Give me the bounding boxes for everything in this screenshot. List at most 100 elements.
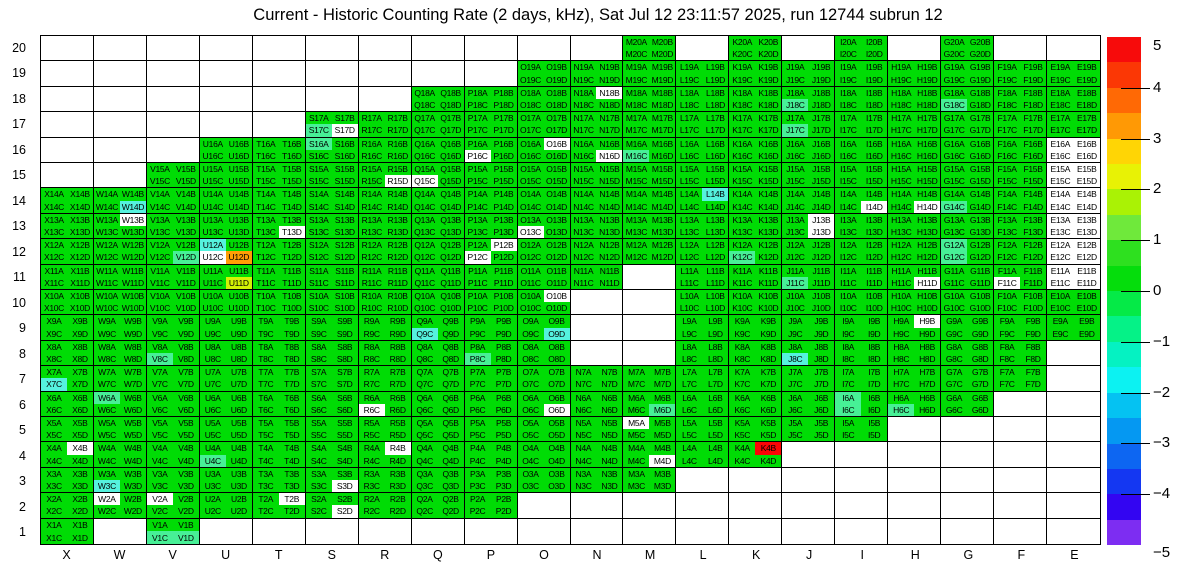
grid-cell-N18: N18AN18BN18CN18D	[571, 87, 624, 112]
bin-H12C: H12C	[888, 251, 914, 263]
bin-F10D: F10D	[1020, 302, 1046, 314]
bin-U9A: U9A	[200, 315, 226, 327]
bin-T7A: T7A	[253, 366, 279, 378]
grid-cell-K2	[729, 493, 782, 518]
bin-Q4A: Q4A	[412, 442, 438, 454]
grid-cell-F18: F18AF18BF18CF18D	[994, 87, 1047, 112]
bin-O13C: O13C	[518, 226, 544, 238]
bin-X12C: X12C	[41, 251, 67, 263]
grid-cell-X16	[41, 138, 94, 163]
grid-cell-V13: V13AV13BV13CV13D	[147, 214, 200, 239]
bin-G9D: G9D	[967, 328, 993, 340]
grid-cell-R8: R8AR8BR8CR8D	[359, 341, 412, 366]
bin-R12D: R12D	[385, 251, 411, 263]
grid-cell-X15	[41, 163, 94, 188]
bin-R13C: R13C	[359, 226, 385, 238]
grid-cell-M9	[623, 315, 676, 340]
bin-E17A: E17A	[1047, 112, 1073, 124]
bin-U7A: U7A	[200, 366, 226, 378]
bin-L15D: L15D	[702, 175, 728, 187]
bin-O3B: O3B	[544, 468, 570, 480]
bin-O12C: O12C	[518, 251, 544, 263]
bin-W13B: W13B	[120, 214, 146, 226]
grid-cell-M18: M18AM18BM18CM18D	[623, 87, 676, 112]
bin-M17A: M17A	[623, 112, 649, 124]
bin-N3D: N3D	[596, 480, 622, 492]
grid-cell-S12: S12AS12BS12CS12D	[306, 239, 359, 264]
bin-Q9A: Q9A	[412, 315, 438, 327]
bin-O18C: O18C	[518, 99, 544, 111]
bin-I6C: I6C	[835, 404, 861, 416]
bin-G10B: G10B	[967, 290, 993, 302]
bin-Q12D: Q12D	[438, 251, 464, 263]
bin-X12D: X12D	[67, 251, 93, 263]
grid-cell-M17: M17AM17BM17CM17D	[623, 112, 676, 137]
bin-W3C: W3C	[94, 480, 120, 492]
bin-F8A: F8A	[994, 341, 1020, 353]
bin-W2A: W2A	[94, 493, 120, 505]
bin-K20D: K20D	[755, 48, 781, 60]
grid-cell-M19: M19AM19BM19CM19D	[623, 61, 676, 86]
bin-G13C: G13C	[941, 226, 967, 238]
grid-cell-R12: R12AR12BR12CR12D	[359, 239, 412, 264]
bin-L14C: L14C	[676, 201, 702, 213]
bin-V10D: V10D	[173, 302, 199, 314]
bin-N11C: N11C	[571, 277, 597, 289]
bin-V1C: V1C	[147, 531, 173, 544]
bin-J11D: J11D	[808, 277, 834, 289]
grid-cell-V4: V4AV4BV4CV4D	[147, 442, 200, 467]
grid-cell-S9: S9AS9BS9CS9D	[306, 315, 359, 340]
bin-O12B: O12B	[544, 239, 570, 251]
bin-N13A: N13A	[571, 214, 597, 226]
bin-U15B: U15B	[226, 163, 252, 175]
bin-M5A: M5A	[623, 417, 649, 429]
bin-E12D: E12D	[1074, 251, 1100, 263]
grid-cell-N6: N6AN6BN6CN6D	[571, 392, 624, 417]
bin-E13C: E13C	[1047, 226, 1073, 238]
grid-cell-K10: K10AK10BK10CK10D	[729, 290, 782, 315]
bin-W8C: W8C	[94, 353, 120, 365]
bin-V7B: V7B	[173, 366, 199, 378]
bin-T5A: T5A	[253, 417, 279, 429]
grid-cell-S20	[306, 36, 359, 61]
bin-R11A: R11A	[359, 265, 385, 277]
bin-T11D: T11D	[279, 277, 305, 289]
bin-Q7C: Q7C	[412, 378, 438, 390]
bin-E10D: E10D	[1074, 302, 1100, 314]
bin-X11C: X11C	[41, 277, 67, 289]
grid-cell-H19: H19AH19BH19CH19D	[888, 61, 941, 86]
bin-H17A: H17A	[888, 112, 914, 124]
bin-R2B: R2B	[385, 493, 411, 505]
bin-F17A: F17A	[994, 112, 1020, 124]
bin-Q5C: Q5C	[412, 429, 438, 441]
bin-U4D: U4D	[226, 455, 252, 467]
grid-cell-W13: W13AW13BW13CW13D	[94, 214, 147, 239]
plot-area: M20AM20BM20CM20DK20AK20BK20CK20DI20AI20B…	[40, 35, 1101, 545]
bin-L8A: L8A	[676, 341, 702, 353]
bin-N13C: N13C	[571, 226, 597, 238]
bin-M16D: M16D	[649, 150, 675, 162]
bin-U16D: U16D	[226, 150, 252, 162]
grid-cell-K6: K6AK6BK6CK6D	[729, 392, 782, 417]
bin-W7D: W7D	[120, 378, 146, 390]
bin-M14C: M14C	[623, 201, 649, 213]
colorbar-band-17	[1107, 469, 1141, 494]
bin-X9D: X9D	[67, 328, 93, 340]
grid-cell-R19	[359, 61, 412, 86]
colorbar-band-0	[1107, 37, 1141, 62]
grid-cell-J16: J16AJ16BJ16CJ16D	[782, 138, 835, 163]
y-axis-label-5: 5	[0, 418, 34, 444]
grid-cell-S11: S11AS11BS11CS11D	[306, 265, 359, 290]
bin-P16D: P16D	[491, 150, 517, 162]
bin-L7D: L7D	[702, 378, 728, 390]
bin-L18D: L18D	[702, 99, 728, 111]
bin-H17B: H17B	[914, 112, 940, 124]
grid-cell-W20	[94, 36, 147, 61]
bin-G11B: G11B	[967, 265, 993, 277]
bin-O19A: O19A	[518, 61, 544, 73]
colorbar-tick-label--3: −3	[1153, 434, 1195, 452]
bin-Q8D: Q8D	[438, 353, 464, 365]
grid-cell-L4: L4AL4BL4CL4D	[676, 442, 729, 467]
grid-cell-H5	[888, 417, 941, 442]
grid-cell-F8: F8AF8BF8CF8D	[994, 341, 1047, 366]
